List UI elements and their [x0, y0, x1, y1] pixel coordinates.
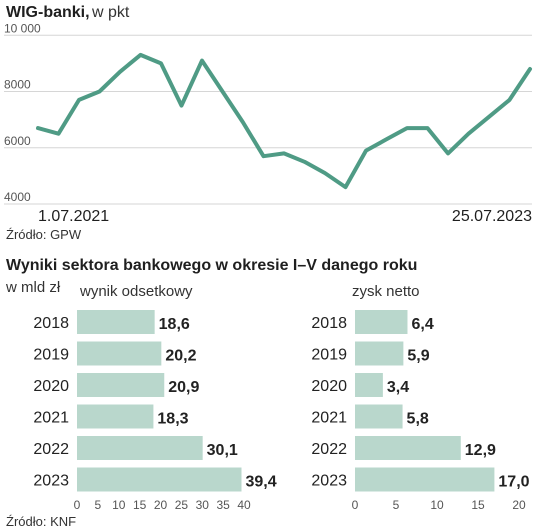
net-profit-year-label: 2019	[311, 347, 347, 364]
interest-income-bar	[77, 404, 154, 429]
line-chart-source: Źródło: GPW	[6, 227, 82, 242]
interest-income-year-label: 2022	[33, 441, 69, 458]
interest-income-x-tick-label: 5	[95, 498, 102, 512]
net-profit-year-label: 2023	[311, 473, 347, 490]
line-chart-start-date: 1.07.2021	[38, 208, 109, 225]
net-profit-x-tick-label: 15	[471, 498, 485, 512]
net-profit-bar	[355, 467, 495, 492]
wig-banki-line	[36, 52, 532, 190]
interest-income-bar	[77, 310, 155, 334]
interest-income-bar	[77, 467, 242, 492]
interest-income-x-tick-label: 20	[154, 498, 168, 512]
interest-income-x-tick-label: 10	[112, 498, 126, 512]
net-profit-x-tick-label: 5	[393, 498, 400, 512]
line-chart-end-date: 25.07.2023	[452, 208, 532, 225]
bar-chart-2-title: zysk netto	[352, 283, 420, 300]
bar-chart-1-title: wynik odsetkowy	[79, 283, 193, 300]
line-y-tick-label: 10 000	[4, 21, 41, 35]
interest-income-bar	[77, 373, 165, 397]
line-y-tick-label: 6000	[4, 134, 31, 148]
net-profit-value-label: 12,9	[465, 442, 496, 459]
interest-income-bar	[77, 341, 162, 366]
net-profit-bar	[355, 404, 403, 429]
line-chart-series	[36, 52, 532, 190]
net-profit-year-label: 2020	[311, 378, 347, 395]
net-profit-value-label: 3,4	[387, 379, 409, 396]
net-profit-bar	[355, 310, 408, 334]
interest-income-value-label: 20,9	[168, 379, 199, 396]
interest-income-year-label: 2023	[33, 473, 69, 490]
interest-income-x-tick-label: 15	[133, 498, 147, 512]
line-y-tick-label: 8000	[4, 78, 31, 92]
interest-income-value-label: 39,4	[245, 474, 276, 491]
bar-chart-net-profit: 2018 6,4 2019 5,9 2020 3,4 2021 5,8 2022 12,9 2023…	[311, 310, 530, 512]
interest-income-value-label: 18,6	[159, 316, 190, 333]
net-profit-x-tick-label: 10	[430, 498, 444, 512]
net-profit-value-label: 17,0	[498, 474, 529, 491]
interest-income-value-label: 30,1	[207, 442, 238, 459]
line-y-tick-label: 4000	[4, 190, 31, 204]
bar-chart-interest-income: 2018 18,6 2019 20,2 2020 20,9 2021 18,3 2022 30,1…	[33, 310, 277, 512]
line-chart-title: WIG-banki,	[6, 4, 90, 21]
net-profit-value-label: 5,8	[407, 411, 429, 428]
interest-income-bar	[77, 436, 203, 460]
net-profit-bar	[355, 436, 461, 460]
interest-income-year-label: 2019	[33, 347, 69, 364]
net-profit-value-label: 6,4	[411, 316, 433, 333]
interest-income-year-label: 2020	[33, 378, 69, 395]
net-profit-x-tick-label: 0	[352, 498, 359, 512]
line-chart-grid	[4, 34, 532, 205]
net-profit-bar	[355, 341, 404, 366]
interest-income-x-tick-label: 35	[216, 498, 230, 512]
interest-income-value-label: 20,2	[165, 348, 196, 365]
bar-section-title: Wyniki sektora bankowego w okresie I–V d…	[6, 257, 417, 274]
net-profit-bar	[355, 373, 383, 397]
net-profit-x-tick-label: 20	[512, 498, 526, 512]
net-profit-year-label: 2018	[311, 315, 347, 332]
net-profit-value-label: 5,9	[407, 348, 429, 365]
interest-income-x-tick-label: 25	[175, 498, 189, 512]
interest-income-x-tick-label: 40	[237, 498, 251, 512]
bar-section-source: Źródło: KNF	[6, 514, 76, 529]
interest-income-year-label: 2021	[33, 410, 69, 427]
line-chart-subtitle: w pkt	[91, 4, 130, 21]
bar-section-unit: w mld zł	[5, 279, 61, 296]
interest-income-x-tick-label: 0	[74, 498, 81, 512]
net-profit-year-label: 2021	[311, 410, 347, 427]
line-chart-y-axis: 10 000 8000 6000 4000	[4, 21, 41, 204]
interest-income-year-label: 2018	[33, 315, 69, 332]
interest-income-x-tick-label: 30	[196, 498, 210, 512]
net-profit-year-label: 2022	[311, 441, 347, 458]
interest-income-value-label: 18,3	[157, 411, 188, 428]
